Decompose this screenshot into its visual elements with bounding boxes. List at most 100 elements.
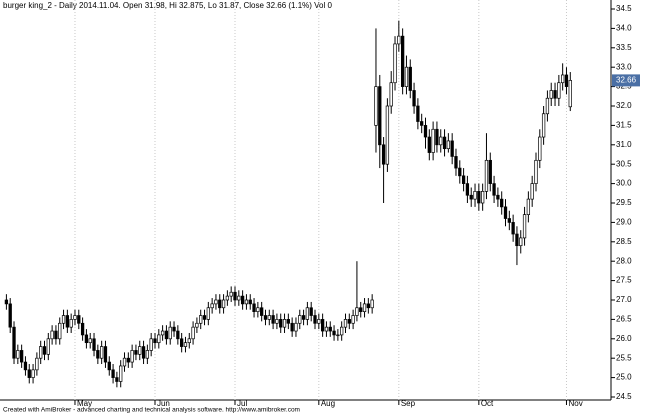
candle-body <box>130 350 134 363</box>
candle-body <box>237 295 241 301</box>
candle-body <box>168 326 172 340</box>
y-tick-label: 25.5 <box>616 353 632 362</box>
y-tick-label: 31.5 <box>616 121 632 130</box>
candle-body <box>4 299 9 305</box>
candle-body <box>397 35 401 45</box>
candle-body <box>69 319 73 328</box>
candle-body <box>279 319 283 328</box>
candle-body <box>111 369 115 378</box>
candle-body <box>336 334 340 337</box>
candle-body <box>496 194 500 200</box>
candle-body <box>199 315 203 324</box>
candle-body <box>477 191 481 204</box>
x-tick-label: Oct <box>481 399 494 408</box>
candle-body <box>492 183 496 196</box>
candle-body <box>301 315 306 320</box>
candle-body <box>92 338 96 351</box>
y-tick-label: 27.0 <box>616 295 632 304</box>
candle-body <box>332 330 336 336</box>
candle-body <box>252 303 256 312</box>
candle-body <box>488 159 492 184</box>
candle-body <box>389 82 393 107</box>
candle-body <box>435 128 439 146</box>
x-tick-label: Nov <box>568 399 582 408</box>
last-price-box <box>612 74 640 87</box>
candle-body <box>530 183 534 200</box>
candle-body <box>420 121 424 126</box>
x-tick-label: May <box>77 399 92 408</box>
candle-body <box>27 369 31 378</box>
candle-body <box>218 299 222 309</box>
candle-body <box>461 175 466 184</box>
candle-body <box>221 299 226 309</box>
candle-body <box>225 295 230 301</box>
candle-body <box>282 319 287 328</box>
candle-body <box>481 191 485 204</box>
candle-body <box>229 291 233 297</box>
candle-body <box>8 303 12 328</box>
candle-body <box>260 307 264 316</box>
candle-body <box>507 218 511 223</box>
candle-body <box>153 338 157 344</box>
candle-body <box>442 136 447 150</box>
y-tick-label: 34.5 <box>616 4 632 13</box>
candle-body <box>484 159 489 192</box>
candle-body <box>511 222 515 235</box>
candle-body <box>439 136 443 146</box>
y-tick-label: 32.0 <box>616 101 632 110</box>
candle-body <box>541 113 546 138</box>
candle-body <box>519 237 523 247</box>
y-tick-label: 25.0 <box>616 373 632 382</box>
candle-body <box>340 326 344 336</box>
candle-body <box>465 183 470 196</box>
candle-body <box>210 303 214 309</box>
x-tick-label: Jun <box>157 399 170 408</box>
candle-body <box>320 319 325 332</box>
candle-body <box>202 315 207 320</box>
candle-body <box>233 291 237 301</box>
candle-body <box>126 357 130 363</box>
candle-body <box>564 74 569 87</box>
candle-body <box>351 315 355 324</box>
candle-body <box>568 80 572 108</box>
candle-body <box>328 326 332 332</box>
candle-body <box>298 315 302 324</box>
candle-body <box>35 357 39 371</box>
candle-body <box>115 377 119 382</box>
candle-body <box>16 350 20 359</box>
candle-body <box>324 326 329 332</box>
candle-body <box>244 299 249 305</box>
candle-body <box>256 307 260 312</box>
candle-body <box>545 97 550 115</box>
candle-body <box>31 369 35 378</box>
y-tick-label: 33.5 <box>616 43 632 52</box>
y-tick-label: 30.5 <box>616 159 632 168</box>
candle-body <box>39 346 43 359</box>
candle-body <box>164 330 169 340</box>
candle-body <box>404 66 409 87</box>
candle-body <box>107 361 111 371</box>
x-tick-label: Jul <box>237 399 247 408</box>
candle-body <box>267 315 271 320</box>
candle-body <box>80 322 85 336</box>
y-tick-label: 34.0 <box>616 24 632 33</box>
candle-body <box>561 74 565 84</box>
candle-body <box>195 322 199 328</box>
candle-body <box>538 136 542 161</box>
candle-body <box>191 326 195 340</box>
candle-body <box>362 303 367 312</box>
candle-body <box>275 319 279 324</box>
candle-body <box>393 43 397 84</box>
candle-body <box>214 299 218 305</box>
candle-body <box>12 326 16 359</box>
candle-body <box>145 350 150 359</box>
candle-body <box>503 206 508 219</box>
candle-body <box>99 346 104 359</box>
candle-body <box>263 315 268 320</box>
candle-body <box>160 330 165 336</box>
candle-body <box>61 315 66 324</box>
candle-body <box>46 338 50 355</box>
candle-body <box>553 90 557 99</box>
candle-body <box>526 198 531 215</box>
